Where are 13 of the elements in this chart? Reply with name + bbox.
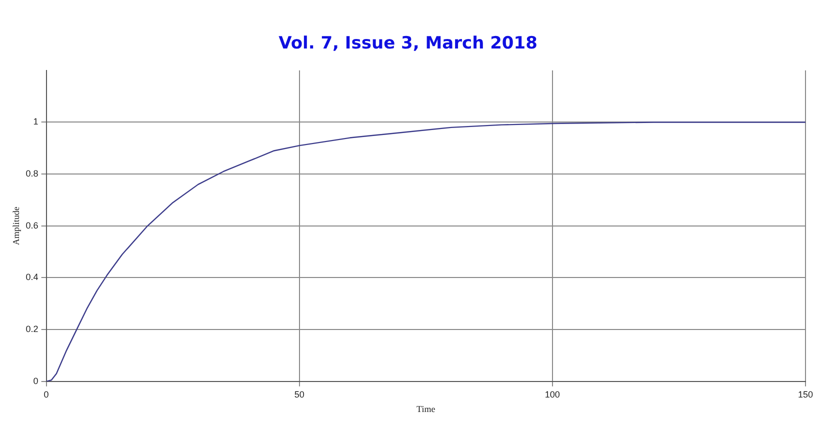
x-tick-label: 0	[44, 389, 49, 400]
y-tick-label: 0.4	[26, 272, 38, 282]
y-tick-label: 0.8	[26, 168, 38, 179]
y-axis-title: Amplitude	[10, 206, 21, 246]
x-tick-label: 100	[544, 389, 560, 400]
y-tick-label: 0.6	[26, 220, 38, 230]
y-tick-label: 0.2	[26, 324, 38, 334]
y-tick-label: 0	[33, 376, 38, 386]
chart-title: Vol. 7, Issue 3, March 2018	[278, 34, 538, 54]
x-tick-label: 150	[798, 389, 814, 400]
y-tick-label: 1	[33, 116, 38, 127]
x-tick-label: 50	[294, 389, 304, 400]
x-axis-title: Time	[416, 404, 436, 414]
